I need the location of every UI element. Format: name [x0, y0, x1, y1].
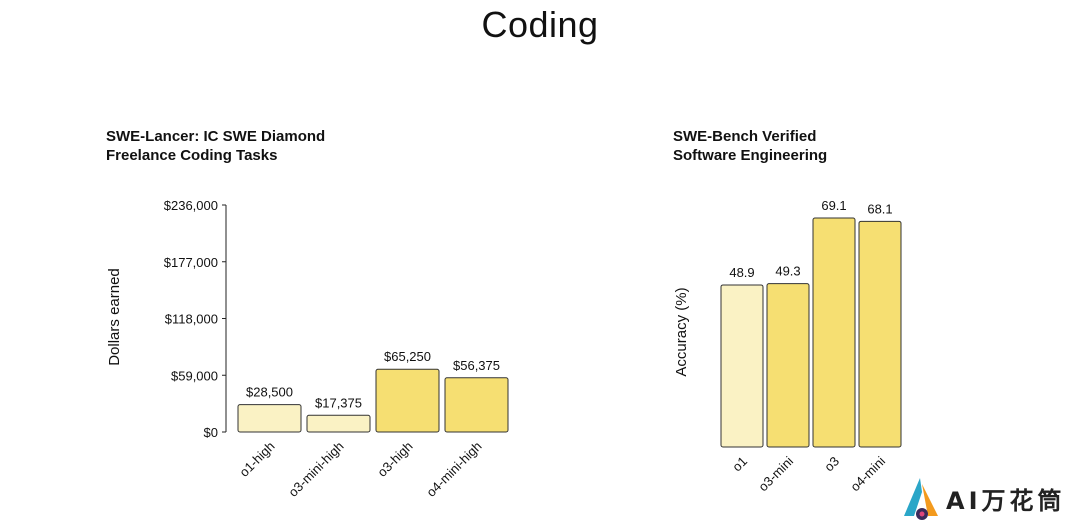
x-tick-label: o4-mini-high [423, 439, 484, 500]
bar-value-label: $56,375 [453, 358, 500, 373]
bar-value-label: $65,250 [384, 349, 431, 364]
page-title: Coding [481, 4, 599, 45]
bar [766, 283, 810, 448]
bar-value-label: $28,500 [246, 385, 293, 400]
bar [720, 284, 764, 448]
chart-title-line-2: Freelance Coding Tasks [106, 147, 278, 164]
y-tick-label: $59,000 [171, 368, 218, 383]
x-tick-label: o1-high [236, 439, 277, 480]
bar [444, 377, 509, 433]
y-axis-label: Dollars earned [106, 268, 123, 366]
y-tick-label: $177,000 [164, 255, 218, 270]
x-tick-label: o1 [729, 454, 750, 475]
bar [812, 217, 856, 448]
watermark: AI万花筒 [900, 474, 1066, 522]
chart-title-line-1: SWE-Lancer: IC SWE Diamond [106, 128, 326, 145]
x-tick-label: o3 [821, 454, 842, 475]
bar [237, 404, 302, 433]
watermark-text: AI万花筒 [946, 486, 1066, 515]
bar [858, 220, 902, 448]
x-tick-label: o4-mini [847, 453, 888, 494]
y-tick-label: $118,000 [165, 312, 218, 327]
bar [306, 414, 371, 433]
chart-title-line-1: SWE-Bench Verified [673, 128, 817, 145]
x-tick-label: o3-high [374, 439, 415, 480]
y-tick-label: $236,000 [164, 198, 218, 213]
bar-value-label: 68.1 [867, 201, 892, 216]
x-tick-label: o3-mini [755, 453, 796, 494]
chart-title-swe-lancer: SWE-Lancer: IC SWE Diamond Freelance Cod… [106, 127, 325, 165]
y-tick-label: $0 [204, 425, 218, 440]
bar-value-label: $17,375 [315, 395, 362, 410]
logo-icon [904, 478, 938, 520]
chart-title-swe-bench: SWE-Bench Verified Software Engineering [673, 127, 827, 165]
x-tick-label: o3-mini-high [285, 439, 346, 500]
bar-value-label: 49.3 [775, 264, 800, 279]
y-axis-label: Accuracy (%) [673, 287, 690, 376]
bar-value-label: 69.1 [821, 198, 846, 213]
bar [375, 368, 440, 433]
bar-value-label: 48.9 [729, 265, 754, 280]
chart-title-line-2: Software Engineering [673, 147, 828, 164]
